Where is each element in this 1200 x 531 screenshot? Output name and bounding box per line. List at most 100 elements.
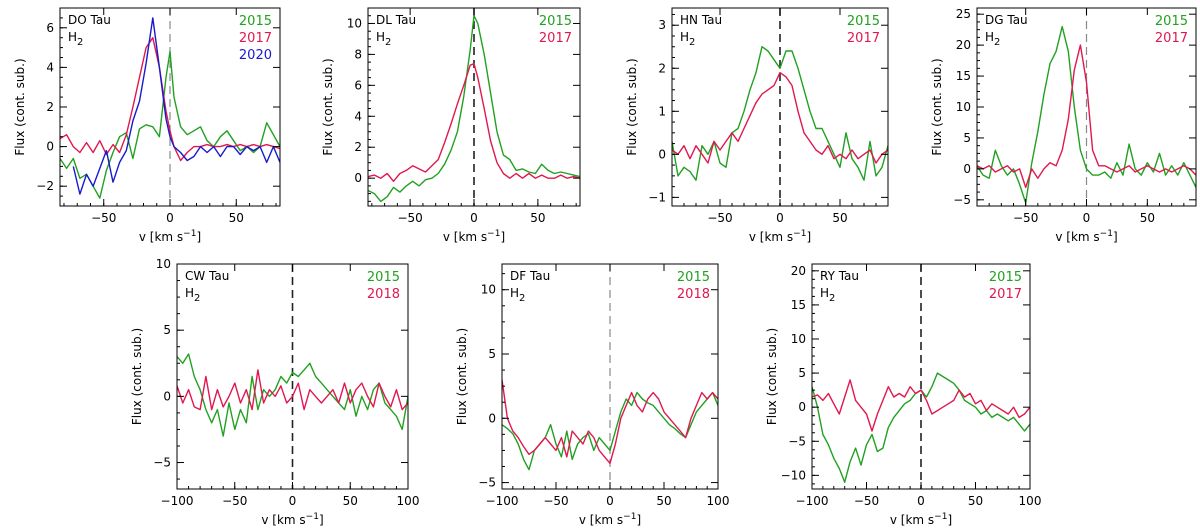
x-tick-label: 0: [166, 211, 174, 225]
x-tick-label: 50: [656, 494, 671, 508]
y-axis-label: Flux (cont. sub.): [455, 328, 469, 425]
x-tick-label: 0: [917, 494, 925, 508]
panel-title: DL Tau: [376, 13, 416, 27]
x-tick-label: 50: [229, 211, 244, 225]
x-axis-label: v [km s−1]: [139, 229, 201, 244]
y-tick-label: 0: [798, 400, 806, 414]
series-line-2017: [977, 44, 1196, 189]
panel-hn-tau: −50 0 50 −1 0 1 2 3 v [km s−1] Flux (cont. sub.) H…: [625, 7, 889, 244]
series-line-2015: [977, 25, 1196, 204]
y-tick-label: −5: [788, 434, 806, 448]
series-line-2015: [368, 14, 580, 203]
legend-entry-2017: 2017: [539, 31, 572, 46]
y-tick-label: −1: [648, 190, 666, 204]
x-tick-label: 50: [530, 211, 545, 225]
y-tick-label: 4: [46, 60, 54, 74]
legend-entry-2015: 2015: [539, 14, 572, 29]
x-tick-label: −50: [854, 494, 879, 508]
x-tick-label: 50: [968, 494, 983, 508]
x-axis-label: v [km s−1]: [443, 229, 505, 244]
y-tick-label: 10: [791, 332, 806, 346]
series-line-2018: [502, 379, 718, 464]
y-axis-label: Flux (cont. sub.): [625, 58, 639, 155]
panel-subtitle: H2: [985, 30, 1000, 48]
legend-entry-2018: 2018: [367, 287, 400, 302]
panel-do-tau: −50 0 50 −2 0 2 4 6 v [km s−1] Flux (cont. sub.) D…: [13, 7, 281, 244]
x-tick-label: −50: [91, 211, 116, 225]
x-tick-label: −50: [707, 211, 732, 225]
x-tick-label: −50: [543, 494, 568, 508]
x-tick-label: 100: [397, 494, 420, 508]
legend-entry-2020: 2020: [239, 48, 272, 63]
y-tick-label: 25: [956, 7, 971, 21]
panel-subtitle: H2: [68, 30, 83, 48]
series-line-2015: [672, 46, 888, 181]
y-tick-label: 6: [46, 21, 54, 35]
y-axis-label: Flux (cont. sub.): [321, 58, 335, 155]
panel-title: DO Tau: [68, 13, 111, 27]
y-axis-label: Flux (cont. sub.): [130, 328, 144, 425]
y-tick-label: 4: [354, 109, 362, 123]
legend-entry-2017: 2017: [989, 287, 1022, 302]
y-tick-label: 15: [956, 69, 971, 83]
y-tick-label: 10: [481, 283, 496, 297]
legend-entry-2015: 2015: [989, 270, 1022, 285]
x-axis-label: v [km s−1]: [261, 512, 323, 527]
legend-entry-2015: 2015: [677, 270, 710, 285]
series-line-2015: [177, 353, 408, 437]
y-tick-label: 2: [46, 100, 54, 114]
y-tick-label: −5: [478, 476, 496, 490]
y-tick-label: −5: [153, 456, 171, 470]
y-tick-label: 2: [354, 140, 362, 154]
y-tick-label: 10: [156, 257, 171, 271]
y-tick-label: 20: [791, 264, 806, 278]
legend-entry-2017: 2017: [239, 31, 272, 46]
legend-entry-2015: 2015: [239, 14, 272, 29]
series-line-2017: [60, 37, 280, 162]
panel-title: DF Tau: [510, 269, 550, 283]
x-tick-label: 100: [1019, 494, 1042, 508]
x-tick-label: −100: [161, 494, 194, 508]
series-line-2020: [72, 17, 280, 195]
y-axis-label: Flux (cont. sub.): [13, 58, 27, 155]
series-line-2015: [60, 50, 280, 199]
y-axis-label: Flux (cont. sub.): [765, 328, 779, 425]
x-tick-label: −50: [1013, 211, 1038, 225]
x-axis-label: v [km s−1]: [749, 229, 811, 244]
y-tick-label: 6: [354, 78, 362, 92]
panel-subtitle: H2: [185, 286, 200, 304]
y-tick-label: 0: [963, 162, 971, 176]
series-line-2018: [177, 369, 408, 411]
y-tick-label: 0: [46, 140, 54, 154]
x-tick-label: −100: [796, 494, 829, 508]
y-tick-label: 5: [488, 347, 496, 361]
y-tick-label: 5: [963, 131, 971, 145]
x-axis-label: v [km s−1]: [1055, 229, 1117, 244]
y-tick-label: 15: [791, 298, 806, 312]
x-tick-label: 50: [832, 211, 847, 225]
y-tick-label: 0: [658, 147, 666, 161]
y-tick-label: 5: [798, 366, 806, 380]
panel-title: HN Tau: [680, 13, 722, 27]
x-tick-label: 0: [776, 211, 784, 225]
y-tick-label: 2: [658, 61, 666, 75]
x-tick-label: 0: [289, 494, 297, 508]
legend-entry-2015: 2015: [367, 270, 400, 285]
y-tick-label: 20: [956, 38, 971, 52]
x-axis-label: v [km s−1]: [579, 512, 641, 527]
x-tick-label: 50: [343, 494, 358, 508]
x-tick-label: 0: [1083, 211, 1091, 225]
y-tick-label: 5: [163, 323, 171, 337]
panel-subtitle: H2: [376, 30, 391, 48]
panel-title: CW Tau: [185, 269, 229, 283]
x-tick-label: −50: [222, 494, 247, 508]
series-line-2017: [672, 71, 888, 164]
y-tick-label: −5: [953, 193, 971, 207]
x-tick-label: 0: [606, 494, 614, 508]
panel-dl-tau: −50 0 50 0 2 4 6 8 10 v [km s−1] Flux (cont. sub.)…: [321, 7, 581, 244]
series-line-2017: [812, 379, 1030, 432]
